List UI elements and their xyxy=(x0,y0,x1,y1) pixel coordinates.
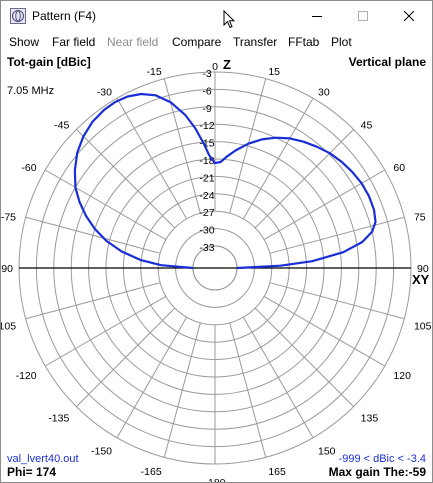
angle-label: -60 xyxy=(21,162,36,174)
maximize-button[interactable] xyxy=(340,1,386,31)
angle-label: -135 xyxy=(48,413,69,425)
angle-label: 135 xyxy=(361,413,379,425)
angle-label: 90 xyxy=(417,263,429,275)
ring-labels: -3-6-9-12-15-18-21-24-27-30-33 xyxy=(199,68,214,254)
angle-label: -180 xyxy=(204,477,225,482)
grid-spoke xyxy=(163,78,201,214)
grid-spoke xyxy=(45,169,167,241)
xy-axis-label: XY xyxy=(412,272,430,287)
grid-spoke xyxy=(269,282,405,320)
angle-labels: 0 -15 15 -30 30 -45 45 -60 60 -75 75 -90 90 -105 105 -1… xyxy=(1,61,432,482)
minimize-icon xyxy=(312,16,322,17)
range-label: -999 < dBic < -3.4 xyxy=(339,453,426,465)
grid-spoke xyxy=(229,322,267,458)
angle-label: 0 xyxy=(212,61,218,73)
menu-bar: Show Far field Near field Compare Transf… xyxy=(1,32,432,52)
phi-label: Phi= 174 xyxy=(7,465,56,479)
angle-label: -150 xyxy=(91,445,112,457)
angle-label: 75 xyxy=(414,212,426,224)
menu-fftab[interactable]: FFtab xyxy=(288,35,320,49)
grid-spoke xyxy=(254,307,354,407)
angle-label: -30 xyxy=(97,87,112,99)
grid-spoke xyxy=(116,98,188,220)
angle-label: 150 xyxy=(318,445,336,457)
z-axis-label: Z xyxy=(223,57,231,72)
menu-far-field[interactable]: Far field xyxy=(52,35,96,49)
angle-label: -45 xyxy=(54,119,69,131)
plane-label: Vertical plane xyxy=(349,55,427,69)
menu-near-field[interactable]: Near field xyxy=(107,35,159,49)
grid-spoke xyxy=(76,307,176,407)
angle-label: 105 xyxy=(414,320,432,332)
angle-label: -120 xyxy=(16,370,37,382)
angle-label: 45 xyxy=(361,119,373,131)
grid-spoke xyxy=(254,129,354,229)
angle-label: -15 xyxy=(146,66,161,78)
grid-spoke xyxy=(25,282,161,320)
maximize-icon xyxy=(358,11,368,21)
ring-label: -21 xyxy=(199,172,214,184)
ring-label: -30 xyxy=(199,225,214,237)
ring-label: -12 xyxy=(199,120,214,132)
grid-spoke xyxy=(25,216,161,254)
angle-label: 165 xyxy=(268,466,286,478)
ring-label: -33 xyxy=(199,242,214,254)
ring-label: -24 xyxy=(199,190,214,202)
file-name-label: val_lvert40.out xyxy=(7,453,79,465)
angle-label: -105 xyxy=(1,320,16,332)
angle-label: -165 xyxy=(141,466,162,478)
ring-label: -3 xyxy=(202,68,211,80)
angle-label: 60 xyxy=(393,162,405,174)
grid-spoke xyxy=(242,316,314,438)
polar-pattern-plot[interactable]: 0 -15 15 -30 30 -45 45 -60 60 -75 75 -90 90 -105 105 -1… xyxy=(1,52,432,482)
ring-label: -27 xyxy=(199,207,214,219)
max-gain-label: Max gain The:-59 xyxy=(329,465,427,479)
close-icon xyxy=(404,11,414,21)
window-title: Pattern (F4) xyxy=(32,9,97,23)
minimize-button[interactable] xyxy=(294,1,340,31)
frequency-label: 7.05 MHz xyxy=(7,85,54,97)
menu-plot[interactable]: Plot xyxy=(331,35,352,49)
pattern-trace xyxy=(73,92,377,270)
menu-compare[interactable]: Compare xyxy=(172,35,222,49)
close-button[interactable] xyxy=(386,1,432,31)
grid-spoke xyxy=(76,129,176,229)
grid-spoke xyxy=(263,295,385,367)
grid-spoke xyxy=(45,295,167,367)
grid-spoke xyxy=(163,322,201,458)
grid-spoke xyxy=(263,169,385,241)
grid-spoke xyxy=(116,316,188,438)
polar-grid xyxy=(18,71,412,465)
angle-label: -75 xyxy=(1,212,16,224)
menu-show[interactable]: Show xyxy=(9,35,40,49)
angle-label: 15 xyxy=(268,66,280,78)
grid-spoke xyxy=(269,216,405,254)
app-icon xyxy=(10,8,26,24)
gain-label: Tot-gain [dBic] xyxy=(7,55,91,69)
ring-label: -9 xyxy=(202,103,211,115)
grid-spoke xyxy=(242,98,314,220)
menu-transfer[interactable]: Transfer xyxy=(233,35,278,49)
mouse-cursor-icon xyxy=(223,10,235,29)
angle-label: 30 xyxy=(318,87,330,99)
ring-label: -6 xyxy=(202,85,211,97)
grid-spoke xyxy=(229,78,267,214)
title-bar[interactable]: Pattern (F4) xyxy=(1,1,432,32)
angle-label: 120 xyxy=(393,370,411,382)
angle-label: -90 xyxy=(1,263,13,275)
